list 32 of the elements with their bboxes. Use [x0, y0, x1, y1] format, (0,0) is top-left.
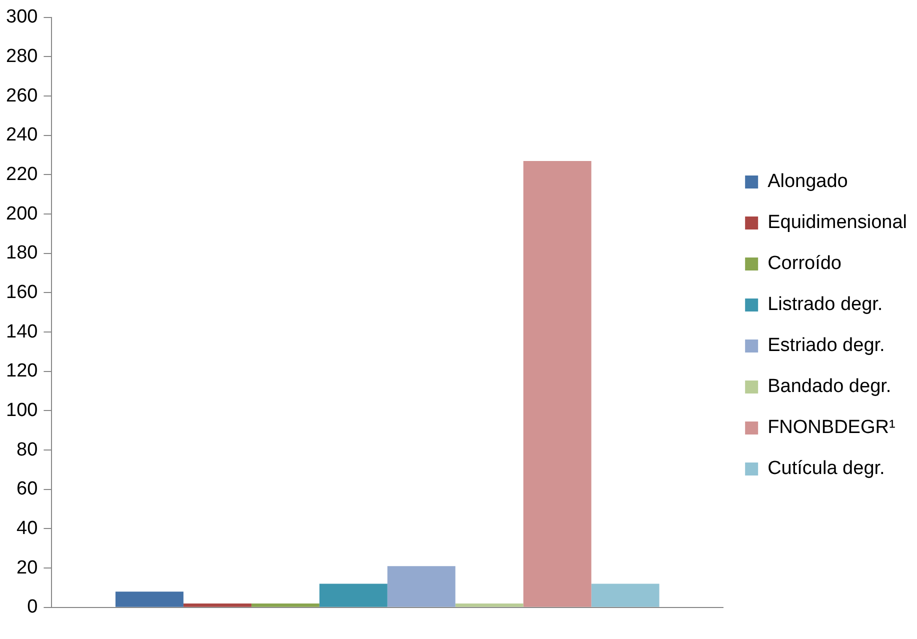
y-tick-label: 80 — [16, 439, 38, 460]
legend-label: FNONBDEGR¹ — [768, 417, 896, 438]
bar — [387, 566, 456, 607]
legend-label: Equidimensional — [768, 212, 907, 234]
y-tick-label: 40 — [16, 518, 38, 539]
y-tick-label: 280 — [6, 46, 38, 67]
legend-label: Cutícula degr. — [768, 458, 885, 480]
y-tick-label: 300 — [6, 6, 38, 28]
legend-label: Alongado — [768, 171, 848, 192]
bar — [523, 160, 592, 607]
legend-label: Corroído — [768, 253, 842, 274]
bar — [251, 603, 320, 607]
legend-label: Bandado degr. — [768, 376, 892, 398]
y-tick-label: 260 — [6, 85, 38, 106]
y-tick-label: 120 — [6, 360, 38, 382]
y-tick-label: 220 — [6, 164, 38, 185]
bar — [591, 584, 660, 607]
y-tick-label: 240 — [6, 124, 38, 146]
bar — [183, 603, 252, 607]
y-tick-label: 160 — [6, 282, 38, 303]
y-tick-label: 0 — [27, 596, 38, 618]
y-tick-label: 140 — [6, 321, 38, 342]
y-tick-label: 180 — [6, 242, 38, 264]
y-tick-label: 20 — [16, 557, 38, 578]
y-tick-label: 200 — [6, 203, 38, 224]
legend-label: Listrado degr. — [768, 294, 883, 316]
y-tick-label: 100 — [6, 400, 38, 421]
legend-label: Estriado degr. — [768, 335, 885, 356]
y-tick-label: 60 — [16, 478, 38, 500]
bar — [115, 592, 184, 607]
bar — [319, 584, 388, 607]
bar — [455, 603, 524, 607]
